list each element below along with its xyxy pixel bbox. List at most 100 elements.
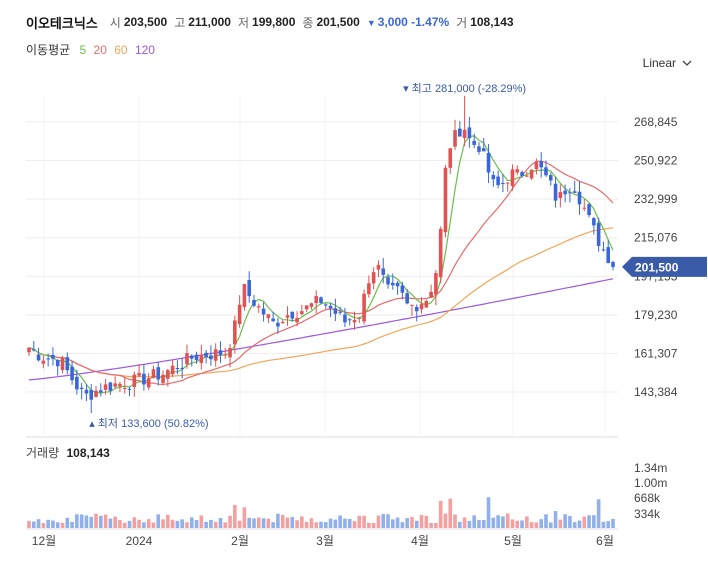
volume-bar[interactable]	[213, 521, 218, 528]
volume-bar[interactable]	[391, 519, 395, 528]
volume-bar[interactable]	[453, 514, 457, 528]
candle-body[interactable]	[237, 304, 242, 325]
volume-bar[interactable]	[84, 515, 89, 528]
candle-body[interactable]	[228, 348, 232, 358]
candle-body[interactable]	[233, 320, 237, 345]
candle-body[interactable]	[36, 354, 41, 361]
volume-bar[interactable]	[395, 517, 400, 528]
candle-body[interactable]	[323, 304, 328, 306]
candle-body[interactable]	[453, 130, 457, 147]
volume-bar[interactable]	[481, 520, 486, 528]
candle-body[interactable]	[577, 191, 582, 205]
candle-body[interactable]	[568, 192, 572, 194]
volume-bar[interactable]	[31, 521, 36, 528]
candle-body[interactable]	[347, 319, 352, 321]
volume-bar[interactable]	[252, 518, 256, 528]
volume-bar[interactable]	[127, 520, 132, 528]
candle-body[interactable]	[256, 306, 261, 308]
candle-body[interactable]	[477, 146, 481, 152]
candle-body[interactable]	[27, 347, 31, 353]
volume-bar[interactable]	[276, 513, 280, 528]
volume-bar[interactable]	[266, 518, 271, 528]
candle-body[interactable]	[352, 320, 357, 323]
volume-bar[interactable]	[161, 519, 165, 528]
volume-bar[interactable]	[285, 517, 290, 528]
candle-body[interactable]	[314, 296, 319, 304]
candle-body[interactable]	[75, 376, 79, 390]
candle-body[interactable]	[65, 357, 70, 371]
volume-bar[interactable]	[419, 514, 424, 528]
candle-body[interactable]	[108, 382, 113, 391]
candle-body[interactable]	[199, 354, 204, 363]
candle-body[interactable]	[89, 389, 94, 400]
volume-bar[interactable]	[424, 515, 429, 528]
candle-body[interactable]	[582, 207, 587, 209]
volume-bar[interactable]	[233, 505, 237, 528]
candle-body[interactable]	[266, 314, 271, 318]
volume-bar[interactable]	[568, 516, 572, 528]
candle-body[interactable]	[443, 167, 448, 233]
volume-bar[interactable]	[577, 520, 582, 528]
candle-body[interactable]	[553, 183, 558, 201]
candle-body[interactable]	[496, 176, 500, 186]
volume-bar[interactable]	[185, 522, 189, 528]
volume-bar[interactable]	[27, 520, 31, 528]
candle-body[interactable]	[328, 305, 333, 309]
volume-bar[interactable]	[65, 517, 70, 528]
candle-body[interactable]	[592, 218, 596, 226]
volume-bar[interactable]	[352, 521, 357, 528]
candle-body[interactable]	[472, 140, 476, 145]
volume-bar[interactable]	[60, 522, 65, 528]
volume-bar[interactable]	[175, 520, 180, 528]
candle-body[interactable]	[55, 359, 60, 367]
volume-bar[interactable]	[242, 507, 247, 528]
candle-body[interactable]	[515, 169, 520, 173]
candle-body[interactable]	[410, 304, 414, 306]
candle-body[interactable]	[295, 317, 299, 323]
volume-bar[interactable]	[36, 519, 41, 528]
volume-bar[interactable]	[357, 515, 362, 528]
candle-body[interactable]	[505, 182, 510, 184]
candle-body[interactable]	[486, 152, 491, 173]
volume-bar[interactable]	[75, 514, 79, 528]
candle-body[interactable]	[338, 311, 342, 313]
candle-body[interactable]	[319, 297, 323, 303]
volume-bar[interactable]	[132, 517, 137, 528]
candle-body[interactable]	[223, 354, 228, 356]
volume-bar[interactable]	[209, 519, 213, 528]
volume-bar[interactable]	[70, 521, 74, 528]
volume-bar[interactable]	[194, 519, 199, 528]
candle-body[interactable]	[252, 300, 256, 306]
volume-bar[interactable]	[118, 520, 122, 528]
volume-bar[interactable]	[548, 522, 553, 528]
volume-bar[interactable]	[51, 520, 55, 528]
volume-bar[interactable]	[592, 515, 596, 528]
candle-body[interactable]	[41, 360, 46, 364]
volume-bar[interactable]	[314, 522, 319, 528]
candle-body[interactable]	[400, 285, 405, 293]
volume-bar[interactable]	[367, 522, 371, 528]
candle-body[interactable]	[185, 353, 189, 365]
candle-body[interactable]	[118, 383, 122, 387]
candle-body[interactable]	[395, 282, 400, 287]
volume-bar[interactable]	[41, 523, 46, 528]
candle-body[interactable]	[242, 284, 247, 307]
candle-body[interactable]	[405, 293, 409, 304]
volume-bar[interactable]	[386, 514, 390, 528]
candle-body[interactable]	[189, 355, 194, 359]
candle-body[interactable]	[146, 378, 151, 388]
candle-body[interactable]	[156, 367, 161, 380]
volume-bar[interactable]	[237, 520, 242, 528]
volume-bar[interactable]	[467, 520, 472, 528]
volume-bar[interactable]	[46, 519, 50, 528]
volume-bar[interactable]	[558, 519, 563, 528]
candle-body[interactable]	[563, 190, 567, 195]
candle-body[interactable]	[544, 167, 548, 176]
volume-bar[interactable]	[304, 521, 309, 528]
volume-bar[interactable]	[477, 520, 481, 528]
volume-bar[interactable]	[520, 520, 524, 528]
volume-bar[interactable]	[223, 522, 228, 528]
volume-bar[interactable]	[290, 517, 295, 528]
volume-bar[interactable]	[79, 514, 84, 528]
candle-body[interactable]	[247, 280, 251, 297]
